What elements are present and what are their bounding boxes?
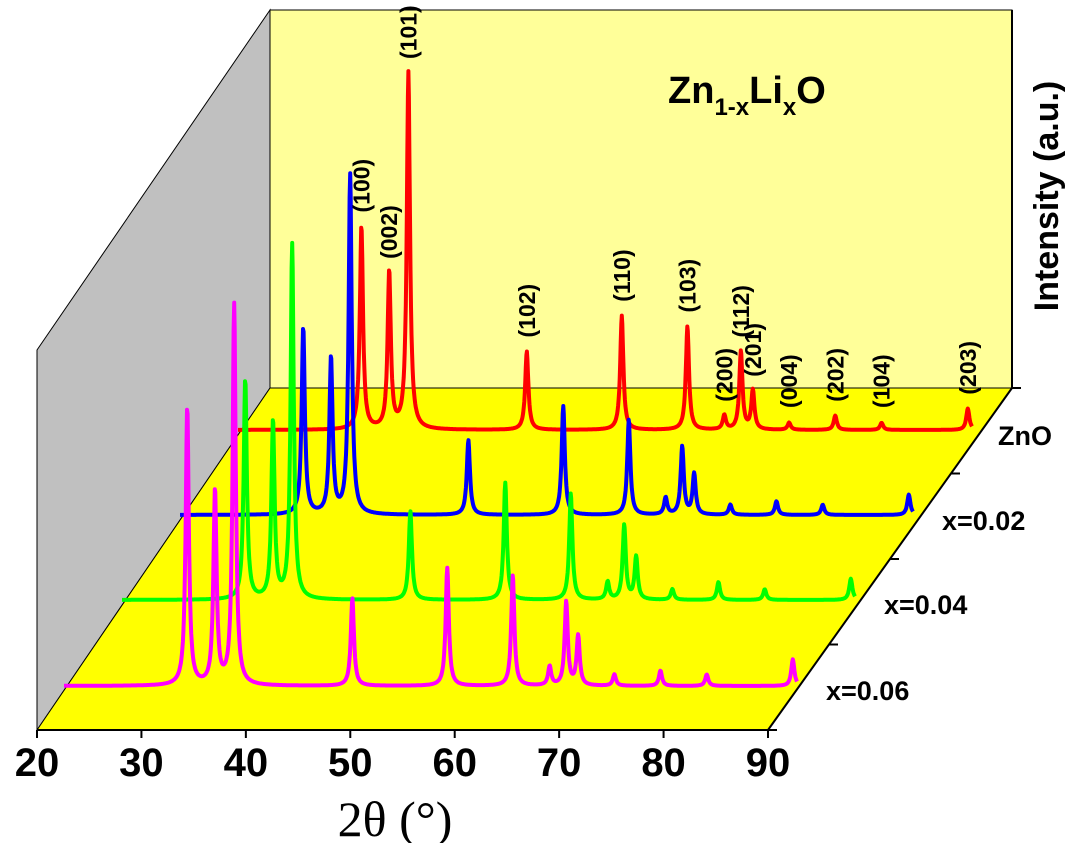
x-tick-label: 80 [641,741,686,785]
peak-label: (112) [728,285,754,337]
peak-label: (104) [869,354,895,408]
back-wall [269,9,1013,389]
series-line-x-0-02 [178,171,915,517]
x-tick-label: 70 [537,741,582,785]
series-line-x-0-06 [62,300,799,688]
x-tick-label: 90 [746,741,791,785]
y-axis-label: Intensity (a.u.) [1028,81,1066,311]
peak-label: (103) [674,259,700,313]
x-tick-label: 40 [224,741,269,785]
series-line-x-0-04 [120,240,857,602]
x-tick-label: 30 [119,741,164,785]
series-line-zno [236,69,974,432]
x-tick-label: 50 [328,741,373,785]
peak-label: (002) [376,205,402,259]
peak-label: (101) [395,5,421,59]
peak-label: (202) [822,348,848,402]
x-axis-label: 2θ (°) [338,791,453,843]
x-tick-label: 20 [15,741,60,785]
peak-label: (100) [348,159,374,213]
series-label: x=0.06 [826,676,909,706]
series-label: x=0.04 [884,590,967,620]
series-label: x=0.02 [942,506,1025,536]
series-label: ZnO [998,421,1052,451]
peak-label: (004) [776,354,802,408]
peak-label: (203) [955,341,981,395]
peak-label: (201) [740,323,766,377]
x-tick-label: 60 [432,741,477,785]
peak-label: (102) [514,284,540,338]
chart-title: Zn1-xLixO [668,70,826,121]
peak-label: (110) [609,249,635,301]
peak-label: (200) [711,348,737,402]
